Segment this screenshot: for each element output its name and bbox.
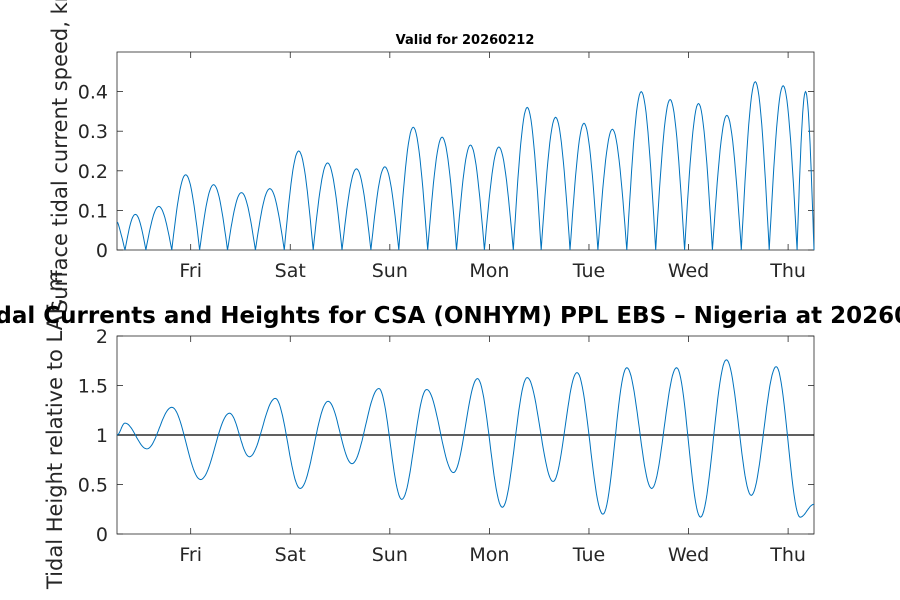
current-speed-line (117, 81, 815, 251)
current-xtick-label: Tue (572, 260, 605, 282)
height-ytick-label: 0.5 (78, 475, 108, 497)
height-y-ticks: 0 0.5 1 1.5 2 (78, 326, 814, 546)
height-x-ticks: Fri Sat Sun Mon Tue Wed Thu (179, 336, 806, 566)
current-axes-frame (116, 51, 815, 251)
tidal-height-line (116, 359, 815, 518)
current-y-ticks: 0 0.1 0.2 0.3 0.4 (78, 82, 814, 262)
height-y-axis-label: Tidal Height relative to LAT, m (43, 271, 67, 590)
current-ytick-label: 0.2 (78, 161, 108, 183)
height-xtick-label: Tue (572, 544, 605, 566)
current-xtick-label: Sat (275, 260, 306, 282)
current-ytick-label: 0.4 (78, 82, 108, 104)
current-xtick-label: Fri (179, 260, 202, 282)
height-ytick-label: 1 (96, 425, 108, 447)
height-xtick-label: Sun (372, 544, 408, 566)
height-xtick-label: Mon (469, 544, 509, 566)
current-chart-title: Valid for 20260212 (396, 33, 535, 48)
height-xtick-label: Sat (275, 544, 306, 566)
height-xtick-label: Fri (179, 544, 202, 566)
height-ytick-label: 0 (96, 524, 108, 546)
figure-title: Tidal Currents and Heights for CSA (ONHY… (0, 303, 900, 329)
height-xtick-label: Thu (769, 544, 806, 566)
current-x-ticks: Fri Sat Sun Mon Tue Wed Thu (179, 52, 806, 282)
current-xtick-label: Mon (469, 260, 509, 282)
current-ytick-label: 0.1 (78, 200, 108, 222)
current-xtick-label: Sun (372, 260, 408, 282)
current-xtick-label: Wed (668, 260, 709, 282)
current-speed-chart: Valid for 20260212 0 0.1 0.2 0.3 0.4 Fri Sat S… (48, 0, 815, 313)
current-y-axis-label: Surface tidal current speed, kn (48, 0, 72, 313)
current-ytick-label: 0.3 (78, 121, 108, 143)
tidal-height-chart: 0 0.5 1 1.5 2 Fri Sat Sun Mon Tue Wed Thu Tidal He… (43, 271, 815, 590)
height-ytick-label: 1.5 (78, 376, 108, 398)
height-xtick-label: Wed (668, 544, 709, 566)
current-xtick-label: Thu (769, 260, 806, 282)
height-ytick-label: 2 (96, 326, 108, 348)
current-ytick-label: 0 (96, 240, 108, 262)
